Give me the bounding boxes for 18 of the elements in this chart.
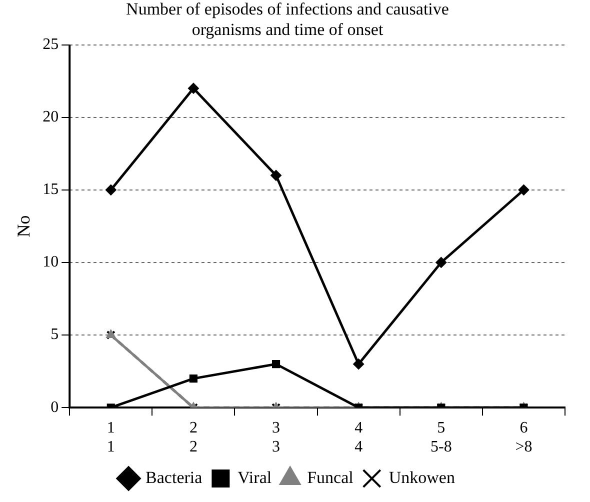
legend-label: Funcal (307, 468, 354, 487)
x-tick-label: 5 5-8 (430, 419, 452, 456)
y-tick-label: 5 (50, 326, 59, 344)
y-tick-label: 20 (42, 108, 59, 126)
y-tick-label: 0 (50, 398, 59, 416)
y-tick-label: 25 (42, 36, 59, 54)
chart-title: Number of episodes of infections and causative organisms and time of onset (126, 0, 449, 40)
x-tick-label: 6 >8 (515, 419, 532, 456)
legend-label: Viral (238, 468, 272, 487)
legend-label: Bacteria (146, 468, 203, 487)
y-axis-title: No (14, 215, 34, 238)
x-tick-label: 1 1 (106, 419, 115, 456)
x-tick-label: 3 3 (272, 419, 280, 456)
x-tick-label: 4 4 (354, 419, 363, 456)
y-tick-label: 15 (42, 181, 59, 198)
legend-label: Unkowen (388, 468, 456, 487)
y-tick-label: 10 (42, 254, 59, 271)
x-tick-label: 2 2 (189, 419, 198, 456)
